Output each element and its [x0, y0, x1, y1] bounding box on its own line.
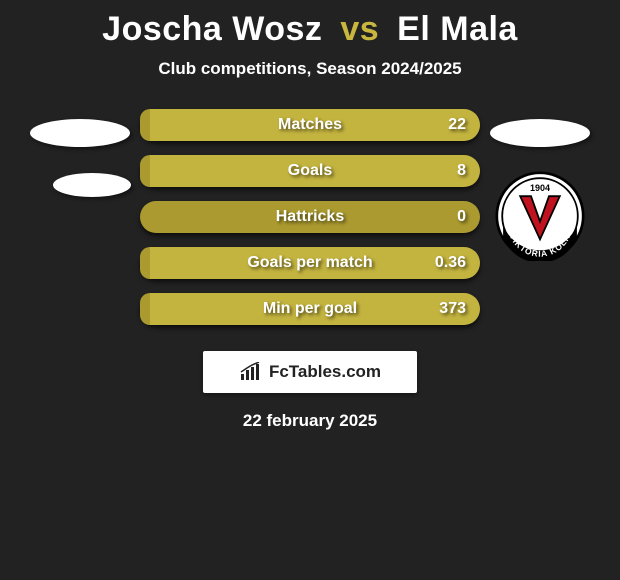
player1-photo-placeholder — [30, 119, 130, 147]
bar-chart-icon — [239, 362, 263, 382]
player2-club-logo: 1904 VIKTORIA KÖLN — [495, 171, 585, 266]
player1-name: Joscha Wosz — [102, 10, 322, 48]
stat-bar-left-seg — [140, 155, 150, 187]
stat-bar-label: Min per goal — [263, 300, 357, 318]
stat-bar-label: Goals — [288, 162, 332, 180]
viktoria-koln-crest-icon: 1904 VIKTORIA KÖLN — [495, 171, 585, 261]
brand-text: FcTables.com — [269, 362, 381, 382]
player2-photo-placeholder — [490, 119, 590, 147]
stat-bar-right-value: 8 — [457, 162, 466, 180]
player1-club-placeholder — [53, 173, 131, 197]
stat-bar-label: Goals per match — [247, 254, 372, 272]
stat-bar-label: Hattricks — [276, 208, 344, 226]
stat-bar: Goals per match 0.36 — [140, 247, 480, 279]
stat-bar-left-seg — [140, 109, 150, 141]
brand-box: FcTables.com — [203, 351, 417, 393]
stat-bars: Matches 22 Goals 8 Hattricks 0 Goals per match… — [140, 109, 480, 325]
comparison-title: Joscha Wosz vs El Mala — [0, 10, 620, 49]
player2-name: El Mala — [397, 10, 518, 48]
stat-bar-right-value: 0 — [457, 208, 466, 226]
stat-bar-right-value: 0.36 — [435, 254, 466, 272]
stat-bar-label: Matches — [278, 116, 342, 134]
stat-bar: Min per goal 373 — [140, 293, 480, 325]
player2-side: 1904 VIKTORIA KÖLN — [480, 109, 600, 266]
stat-bar-right-value: 373 — [439, 300, 466, 318]
stat-bar: Goals 8 — [140, 155, 480, 187]
date-text: 22 february 2025 — [0, 411, 620, 431]
stat-bar: Hattricks 0 — [140, 201, 480, 233]
vs-separator: vs — [340, 10, 379, 48]
crest-year: 1904 — [530, 183, 550, 193]
subtitle: Club competitions, Season 2024/2025 — [0, 59, 620, 79]
stat-bar-left-seg — [140, 293, 150, 325]
stat-bar: Matches 22 — [140, 109, 480, 141]
stat-bar-right-value: 22 — [448, 116, 466, 134]
stat-bar-left-seg — [140, 247, 150, 279]
player1-side — [20, 109, 140, 215]
